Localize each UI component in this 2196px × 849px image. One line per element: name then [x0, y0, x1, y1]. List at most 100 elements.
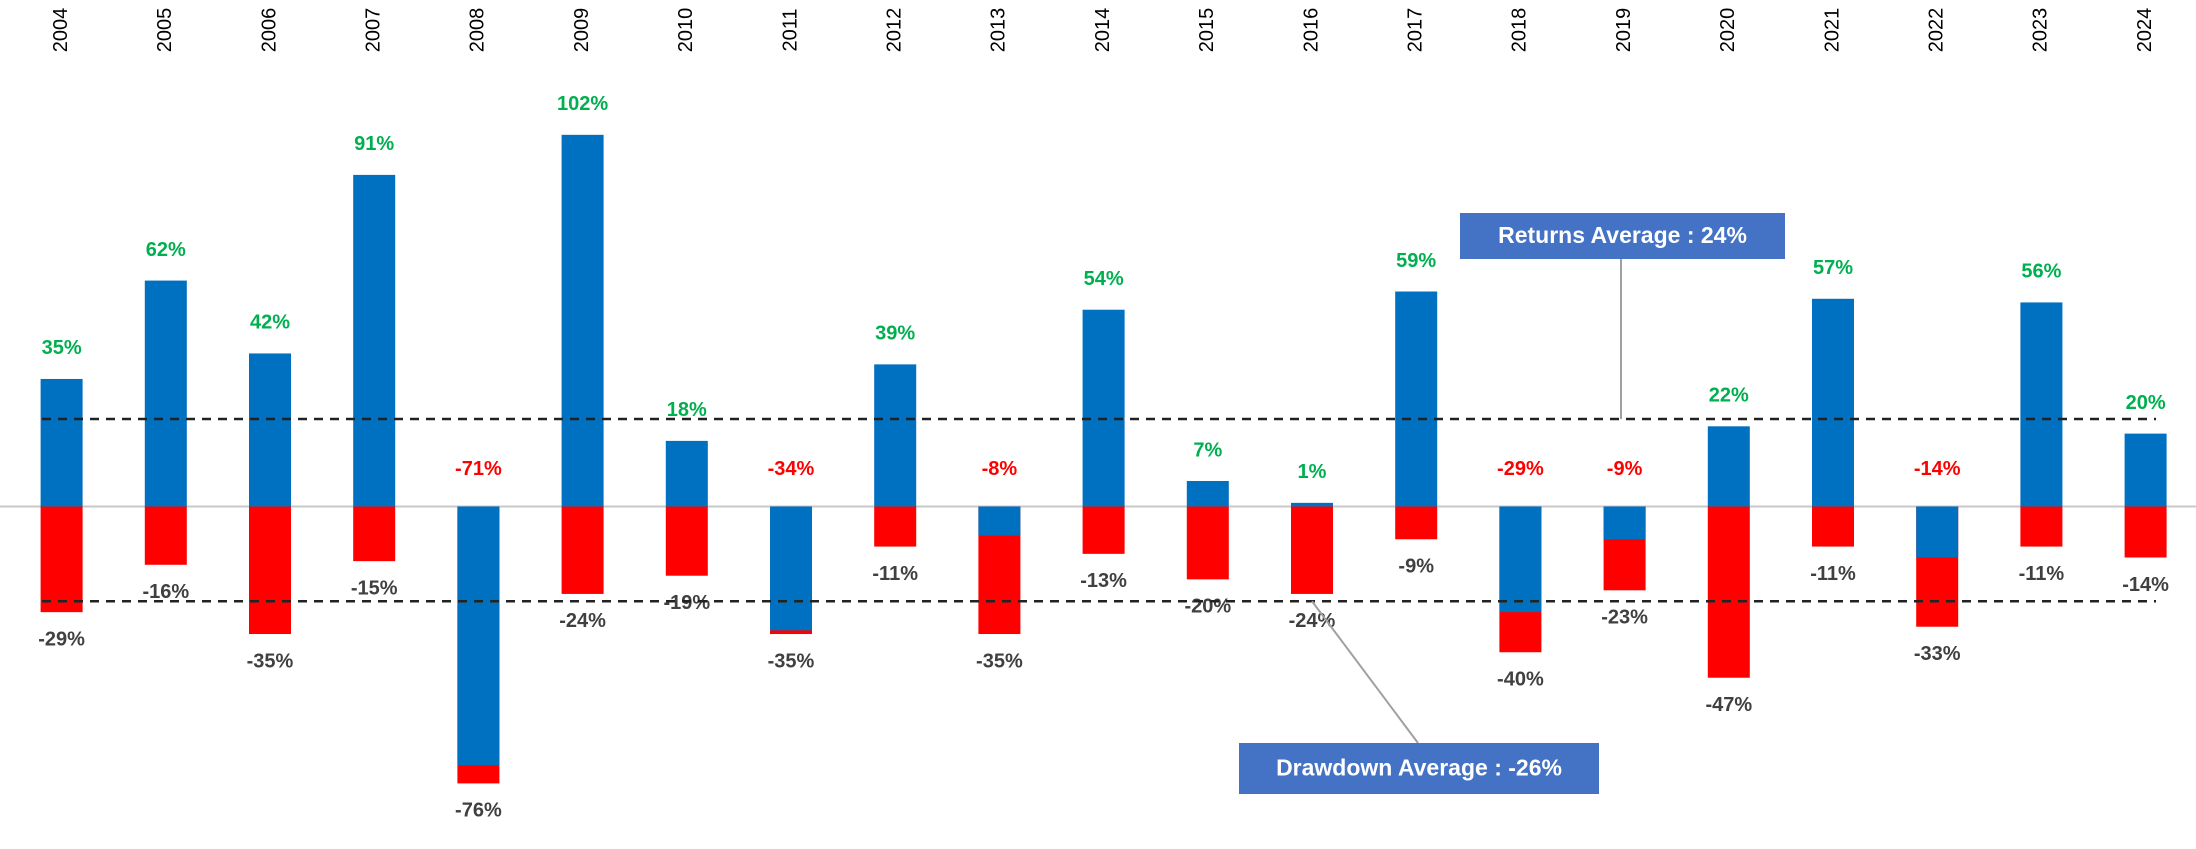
return-bar: [2124, 433, 2167, 507]
return-bar: [457, 506, 500, 766]
return-label: 20%: [2126, 392, 2166, 414]
drawdown-label: -76%: [455, 800, 502, 822]
return-bar: [353, 174, 396, 507]
callout-text: Drawdown Average : -26%: [1276, 755, 1562, 781]
x-tick-label: 2006: [258, 8, 280, 53]
x-tick-label: 2018: [1509, 8, 1531, 53]
return-bar: [1707, 426, 1750, 507]
drawdown-label: -14%: [2122, 574, 2169, 596]
return-label: -14%: [1914, 458, 1961, 480]
x-tick-label: 2010: [675, 8, 697, 53]
return-bar: [665, 440, 708, 507]
x-tick-label: 2004: [50, 8, 72, 53]
drawdown-label: -35%: [247, 650, 294, 672]
return-label: 39%: [875, 323, 915, 345]
return-bar: [249, 353, 291, 507]
callout-box: [1239, 743, 1599, 794]
return-label: 42%: [250, 312, 290, 334]
x-tick-label: 2021: [1821, 8, 1843, 53]
drawdown-label: -47%: [1705, 694, 1752, 716]
drawdown-bar: [249, 506, 291, 635]
return-label: 18%: [667, 399, 707, 421]
drawdown-bar: [1082, 506, 1125, 554]
return-label: -8%: [982, 458, 1018, 480]
return-label: -9%: [1607, 458, 1643, 480]
return-bar: [1082, 309, 1125, 507]
drawdown-label: -16%: [142, 581, 189, 603]
return-bar: [1916, 506, 1959, 558]
drawdown-label: -15%: [351, 577, 398, 599]
return-label: 59%: [1396, 250, 1436, 272]
drawdown-label: -33%: [1914, 643, 1961, 665]
drawdown-bar: [561, 506, 604, 594]
return-label: 22%: [1709, 385, 1749, 407]
drawdown-label: -29%: [38, 628, 85, 650]
drawdown-bar: [874, 506, 917, 547]
drawdown-bar: [2020, 506, 2063, 547]
return-bar: [40, 378, 83, 507]
drawdown-bar: [1186, 506, 1229, 580]
x-tick-label: 2009: [571, 8, 593, 53]
drawdown-bar: [40, 506, 83, 613]
drawdown-label: -11%: [2019, 563, 2065, 585]
x-tick-label: 2015: [1196, 8, 1218, 53]
drawdown-label: -23%: [1601, 607, 1648, 629]
return-label: 7%: [1193, 439, 1222, 461]
return-bar: [144, 280, 187, 507]
x-tick-label: 2017: [1404, 8, 1426, 53]
x-tick-label: 2007: [362, 8, 384, 53]
return-label: -34%: [768, 458, 815, 480]
drawdown-label: -11%: [872, 563, 918, 585]
drawdown-bar: [353, 506, 396, 562]
return-bar: [1812, 298, 1854, 507]
drawdown-label: -40%: [1497, 669, 1544, 691]
drawdown-bar: [1395, 506, 1438, 540]
drawdown-bar: [144, 506, 187, 565]
x-tick-label: 2005: [154, 8, 176, 53]
return-label: -71%: [455, 458, 502, 480]
x-tick-label: 2012: [883, 8, 905, 53]
x-tick-label: 2022: [1925, 8, 1947, 53]
callout-connector: [1311, 600, 1419, 744]
x-tick-label: 2011: [779, 8, 801, 51]
drawdown-bar: [2124, 506, 2167, 558]
return-label: 56%: [2021, 261, 2061, 283]
callout-text: Returns Average : 24%: [1498, 222, 1747, 248]
x-tick-label: 2014: [1092, 8, 1114, 53]
return-bar: [2020, 302, 2063, 507]
callout-box: [1460, 213, 1785, 259]
return-label: -29%: [1497, 458, 1544, 480]
return-bar: [1603, 506, 1646, 540]
return-bar: [874, 364, 917, 507]
return-bar: [561, 134, 604, 507]
return-bar: [1499, 506, 1542, 613]
drawdown-label: -11%: [1810, 563, 1856, 585]
return-bar: [978, 506, 1021, 536]
x-tick-label: 2020: [1717, 8, 1739, 53]
return-label: 91%: [354, 133, 394, 155]
drawdown-label: -35%: [768, 650, 815, 672]
drawdown-label: -20%: [1184, 596, 1231, 618]
return-label: 102%: [557, 93, 608, 115]
x-tick-label: 2024: [2134, 8, 2156, 53]
drawdown-label: -24%: [1289, 610, 1336, 632]
return-bar: [1186, 480, 1229, 507]
x-tick-label: 2008: [467, 8, 489, 53]
return-bar: [1291, 502, 1333, 507]
x-tick-label: 2023: [2030, 8, 2052, 53]
x-tick-label: 2016: [1300, 8, 1322, 53]
drawdown-label: -9%: [1398, 556, 1434, 578]
drawdown-label: -13%: [1080, 570, 1127, 592]
drawdown-bar: [665, 506, 708, 576]
x-tick-label: 2019: [1613, 8, 1635, 53]
return-bar: [1395, 291, 1438, 507]
drawdown-bar: [1812, 506, 1854, 547]
drawdown-bar: [1707, 506, 1750, 678]
drawdown-label: -35%: [976, 650, 1023, 672]
return-label: 35%: [42, 337, 82, 359]
drawdown-label: -24%: [559, 610, 606, 632]
return-bar: [770, 506, 812, 631]
drawdown-label: -19%: [663, 592, 710, 614]
drawdown-bar: [1291, 506, 1333, 594]
